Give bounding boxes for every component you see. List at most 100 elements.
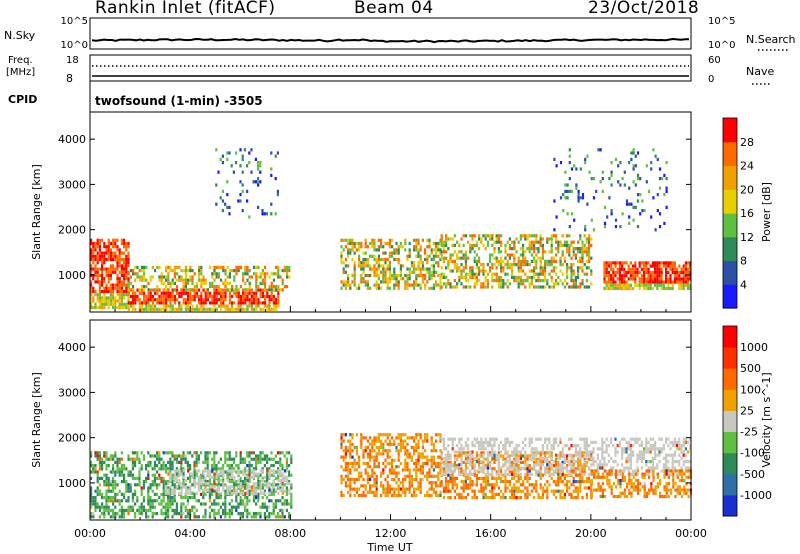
velocity-echo-cell bbox=[500, 489, 503, 493]
power-echo-cell bbox=[237, 301, 240, 305]
velocity-echo-cell bbox=[513, 463, 516, 467]
power-echo-cell bbox=[404, 238, 407, 242]
power-echo-cell bbox=[426, 238, 429, 242]
power-echo-cell bbox=[415, 267, 418, 271]
velocity-echo-cell bbox=[266, 496, 269, 500]
power-echo-cell bbox=[123, 277, 126, 281]
power-echo-cell bbox=[198, 307, 201, 311]
power-echo-cell bbox=[215, 291, 218, 295]
velocity-echo-cell bbox=[197, 499, 200, 503]
velocity-echo-cell bbox=[347, 474, 350, 478]
power-echo-cell bbox=[511, 247, 514, 251]
power-echo-cell bbox=[464, 263, 467, 267]
velocity-echo-cell bbox=[402, 433, 405, 437]
power-echo-cell bbox=[109, 283, 112, 287]
power-echo-cell bbox=[165, 301, 168, 305]
power-echo-cell bbox=[353, 270, 356, 274]
velocity-echo-cell bbox=[550, 454, 553, 458]
velocity-echo-cell bbox=[167, 488, 170, 492]
power-echo-cell bbox=[684, 277, 687, 281]
power-echo-cell bbox=[581, 240, 584, 244]
velocity-echo-cell bbox=[191, 505, 194, 509]
power-echo-cell bbox=[138, 301, 141, 305]
velocity-echo-cell bbox=[458, 437, 461, 441]
power-echo-cell bbox=[288, 269, 291, 273]
power-echo-cell bbox=[120, 270, 123, 274]
power-echo-cell bbox=[660, 274, 663, 278]
velocity-echo-cell bbox=[340, 439, 343, 443]
velocity-echo-cell bbox=[546, 480, 549, 484]
power-echo-cell bbox=[522, 234, 525, 238]
power-echo-cell bbox=[123, 283, 126, 287]
power-echo-cell bbox=[517, 282, 520, 286]
velocity-echo-cell bbox=[417, 455, 420, 459]
power-echo-cell bbox=[508, 263, 511, 267]
power-echo-cell bbox=[581, 259, 584, 263]
power-echo-cell bbox=[430, 273, 433, 278]
velocity-echo-cell bbox=[219, 505, 222, 509]
velocity-echo-cell bbox=[184, 488, 188, 492]
velocity-echo-cell bbox=[453, 463, 456, 467]
velocity-echo-cell bbox=[288, 491, 291, 495]
power-echo-cell bbox=[270, 272, 273, 276]
velocity-echo-cell bbox=[169, 475, 172, 479]
velocity-echo-cell bbox=[588, 486, 591, 490]
power-echo-cell bbox=[382, 251, 385, 255]
velocity-echo-cell bbox=[107, 508, 110, 512]
power-echo-cell bbox=[169, 291, 172, 295]
velocity-echo-cell bbox=[572, 476, 575, 480]
power-echo-cell bbox=[140, 291, 143, 295]
velocity-echo-cell bbox=[366, 474, 369, 478]
power-echo-cell bbox=[581, 193, 585, 197]
velocity-echo-cell bbox=[524, 467, 527, 471]
power-echo-cell bbox=[687, 274, 690, 278]
power-echo-cell bbox=[158, 298, 161, 302]
power-echo-cell bbox=[570, 269, 573, 273]
velocity-echo-cell bbox=[399, 449, 402, 453]
power-echo-cell bbox=[101, 277, 104, 281]
velocity-echo-cell bbox=[180, 467, 183, 471]
power-echo-cell bbox=[640, 280, 643, 284]
velocity-echo-cell bbox=[382, 468, 385, 472]
power-echo-cell bbox=[98, 293, 101, 297]
power-echo-cell bbox=[204, 298, 207, 302]
power-echo-cell bbox=[500, 266, 503, 270]
power-echo-cell bbox=[618, 261, 621, 265]
power-echo-cell bbox=[158, 294, 161, 299]
velocity-echo-cell bbox=[123, 476, 126, 480]
velocity-echo-cell bbox=[410, 445, 413, 450]
velocity-echo-cell bbox=[464, 480, 467, 484]
power-echo-cell bbox=[539, 256, 542, 260]
power-echo-cell bbox=[145, 294, 148, 299]
power-echo-cell bbox=[493, 263, 496, 267]
power-echo-cell bbox=[663, 193, 666, 197]
power-echo-cell bbox=[191, 281, 194, 285]
velocity-echo-cell bbox=[539, 451, 542, 455]
velocity-echo-cell bbox=[96, 486, 99, 490]
velocity-echo-cell bbox=[239, 476, 242, 480]
power-echo-cell bbox=[344, 280, 347, 284]
velocity-echo-cell bbox=[373, 481, 376, 485]
power-echo-cell bbox=[112, 302, 115, 306]
power-echo-cell bbox=[101, 254, 104, 258]
velocity-echo-cell bbox=[94, 451, 97, 455]
power-echo-cell bbox=[265, 212, 268, 216]
power-echo-cell bbox=[566, 212, 569, 216]
power-echo-cell bbox=[639, 212, 642, 216]
velocity-echo-cell bbox=[215, 470, 218, 474]
velocity-echo-cell bbox=[160, 476, 163, 480]
power-echo-cell bbox=[522, 243, 525, 247]
velocity-echo-cell bbox=[456, 483, 459, 487]
velocity-echo-cell bbox=[437, 477, 440, 482]
velocity-echo-cell bbox=[588, 457, 591, 461]
power-echo-cell bbox=[373, 257, 376, 262]
velocity-echo-cell bbox=[134, 451, 137, 455]
velocity-echo-cell bbox=[217, 502, 220, 506]
velocity-echo-cell bbox=[355, 452, 358, 456]
velocity-echo-cell bbox=[281, 496, 284, 500]
velocity-echo-cell bbox=[213, 476, 216, 480]
velocity-echo-cell bbox=[395, 445, 398, 450]
velocity-echo-cell bbox=[173, 508, 176, 512]
power-echo-cell bbox=[222, 281, 225, 285]
power-echo-cell bbox=[209, 281, 212, 285]
